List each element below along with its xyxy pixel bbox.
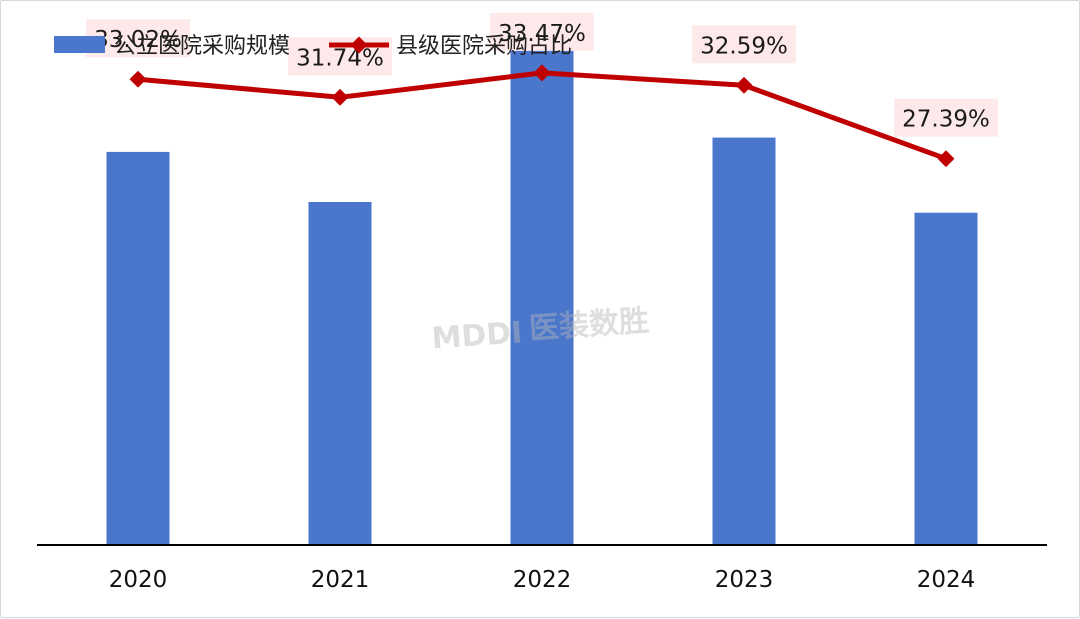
line-point-2024 (937, 150, 955, 168)
x-tick-2022: 2022 (513, 567, 572, 593)
line-point-2023 (735, 76, 753, 94)
bar-2020 (106, 151, 170, 545)
data-label-2024: 27.39% (902, 107, 990, 133)
data-label-bg-2022 (490, 12, 594, 51)
watermark-logo: MDDI (430, 315, 523, 356)
bar-2022 (510, 41, 574, 545)
bar-2021 (308, 202, 372, 545)
data-label-2022: 33.47% (498, 21, 586, 47)
line-point-2021 (331, 88, 349, 106)
watermark: MDDI 医装数胜 (430, 304, 650, 357)
legend-bar-label: 公立医院采购规模 (114, 34, 290, 59)
line-point-2022 (533, 64, 551, 82)
watermark-brand: 医装数胜 (528, 304, 650, 347)
line-point-2020 (129, 70, 147, 88)
x-tick-2020: 2020 (109, 567, 168, 593)
bar-2024 (914, 212, 978, 545)
legend-bar-swatch (54, 36, 105, 53)
legend: 公立医院采购规模 县级医院采购占比 (54, 34, 572, 59)
bars-layer (106, 41, 978, 545)
x-tick-2023: 2023 (715, 567, 774, 593)
data-label-2023: 32.59% (700, 33, 788, 59)
x-axis-ticks: 2020 2021 2022 2023 2024 (109, 567, 976, 593)
legend-line-label: 县级医院采购占比 (396, 34, 572, 59)
x-tick-2024: 2024 (917, 567, 976, 593)
data-label-2021: 31.74% (296, 45, 384, 71)
bar-2023 (712, 137, 776, 545)
data-label-bg-2024 (894, 98, 998, 137)
data-label-2020: 33.02% (94, 27, 182, 53)
x-tick-2021: 2021 (311, 567, 370, 593)
data-label-bg-2023 (692, 25, 796, 64)
